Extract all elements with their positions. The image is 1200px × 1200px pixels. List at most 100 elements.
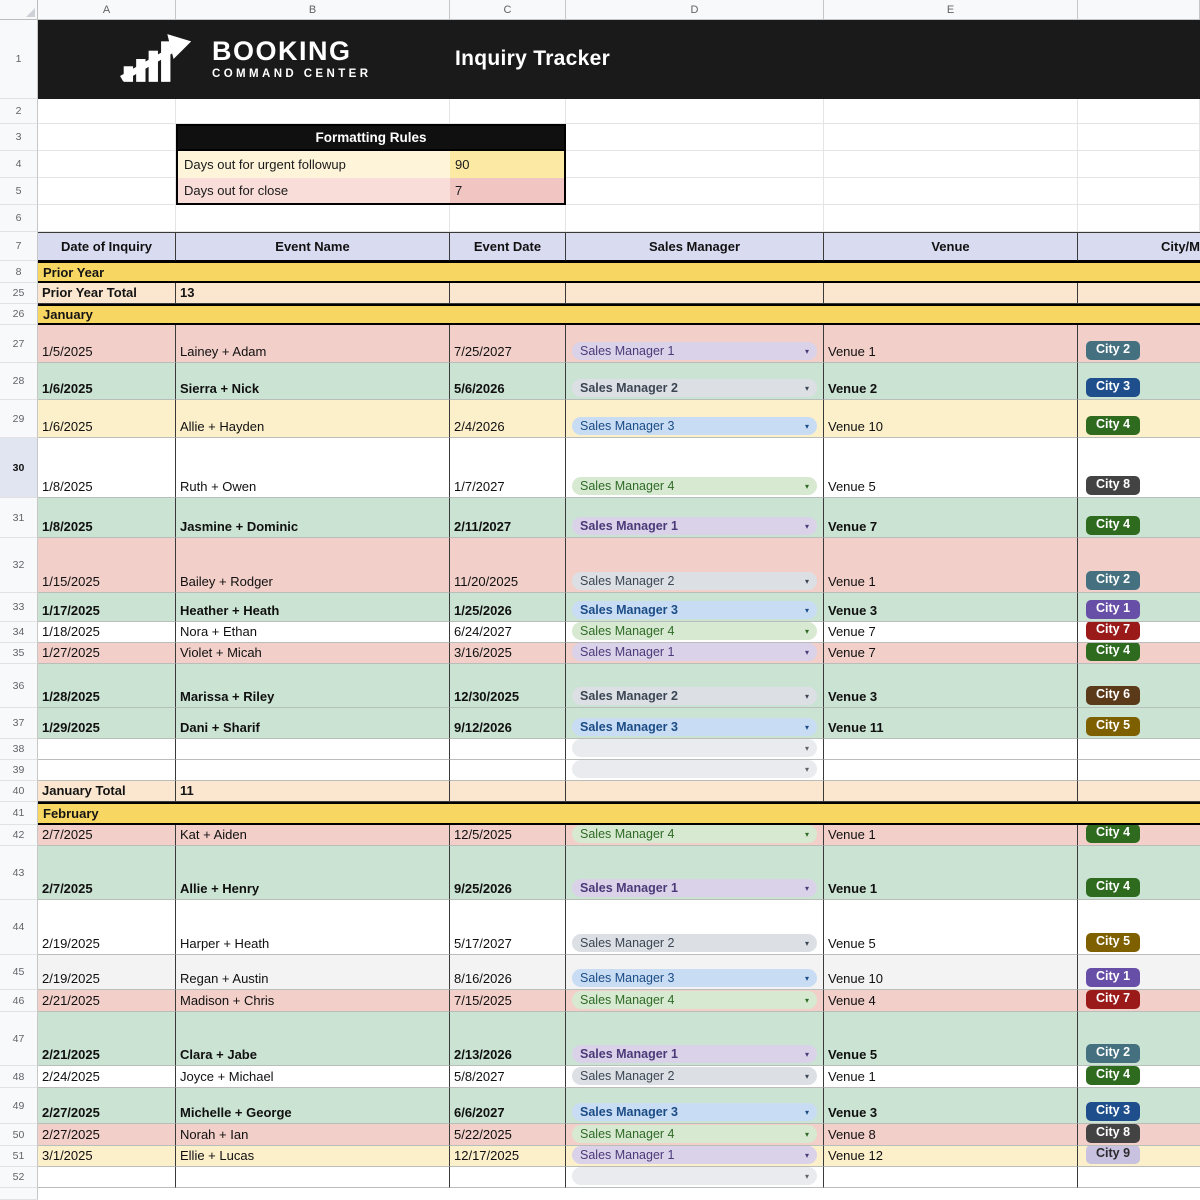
cell-E35[interactable]: Venue 7 (824, 643, 1078, 664)
cell-C31[interactable]: 2/11/2027 (450, 498, 566, 538)
cell-C6[interactable] (450, 205, 566, 232)
cell-E42[interactable]: Venue 1 (824, 825, 1078, 846)
cell-A39[interactable] (38, 760, 176, 781)
cell-E39[interactable] (824, 760, 1078, 781)
cell-F44[interactable]: City 5 (1078, 900, 1200, 955)
cell-A45[interactable]: 2/19/2025 (38, 955, 176, 990)
cell-A37[interactable]: 1/29/2025 (38, 708, 176, 739)
sales-manager-dropdown[interactable]: Sales Manager 3 ▾ (572, 969, 817, 987)
cell-E52[interactable] (824, 1167, 1078, 1188)
cell-B29[interactable]: Allie + Hayden (176, 400, 450, 438)
row-number-bottom[interactable] (0, 1188, 38, 1200)
table-header-event-name[interactable]: Event Name (176, 232, 450, 261)
cell-F49[interactable]: City 3 (1078, 1088, 1200, 1124)
cell-D5[interactable] (566, 178, 824, 205)
column-header-D[interactable]: D (566, 0, 824, 20)
cell-B38[interactable] (176, 739, 450, 760)
cell-C45[interactable]: 8/16/2026 (450, 955, 566, 990)
cell-E38[interactable] (824, 739, 1078, 760)
cell-B32[interactable]: Bailey + Rodger (176, 538, 450, 593)
sales-manager-dropdown[interactable]: Sales Manager 2 ▾ (572, 572, 817, 590)
cell-A30[interactable]: 1/8/2025 (38, 438, 176, 498)
cell-B51[interactable]: Ellie + Lucas (176, 1146, 450, 1167)
cell-F3[interactable] (1078, 124, 1200, 151)
cell-E47[interactable]: Venue 5 (824, 1012, 1078, 1066)
row-number-51[interactable]: 51 (0, 1146, 38, 1167)
cell-F35[interactable]: City 4 (1078, 643, 1200, 664)
cell-B49[interactable]: Michelle + George (176, 1088, 450, 1124)
cell-A4[interactable] (38, 151, 176, 178)
cell-A51[interactable]: 3/1/2025 (38, 1146, 176, 1167)
sales-manager-dropdown[interactable]: ▾ (572, 739, 817, 757)
row-number-6[interactable]: 6 (0, 205, 38, 232)
sales-manager-dropdown[interactable]: Sales Manager 2 ▾ (572, 934, 817, 952)
cell-D6[interactable] (566, 205, 824, 232)
cell-B33[interactable]: Heather + Heath (176, 593, 450, 622)
cell-F28[interactable]: City 3 (1078, 363, 1200, 400)
formatting-rules-title[interactable]: Formatting Rules (176, 124, 566, 151)
sales-manager-dropdown[interactable]: Sales Manager 2 ▾ (572, 687, 817, 705)
cell-E34[interactable]: Venue 7 (824, 622, 1078, 643)
rule-label[interactable]: Days out for close (176, 178, 450, 205)
row-number-30[interactable]: 30 (0, 438, 38, 498)
row-number-49[interactable]: 49 (0, 1088, 38, 1124)
table-header-venue[interactable]: Venue (824, 232, 1078, 261)
cell-A27[interactable]: 1/5/2025 (38, 325, 176, 363)
cell-C44[interactable]: 5/17/2027 (450, 900, 566, 955)
cell-F47[interactable]: City 2 (1078, 1012, 1200, 1066)
cell-F27[interactable]: City 2 (1078, 325, 1200, 363)
row-number-27[interactable]: 27 (0, 325, 38, 363)
cell-F4[interactable] (1078, 151, 1200, 178)
sales-manager-dropdown[interactable]: Sales Manager 3 ▾ (572, 1103, 817, 1121)
cell-C42[interactable]: 12/5/2025 (450, 825, 566, 846)
cell-B28[interactable]: Sierra + Nick (176, 363, 450, 400)
cell-A3[interactable] (38, 124, 176, 151)
cell-E28[interactable]: Venue 2 (824, 363, 1078, 400)
row-number-38[interactable]: 38 (0, 739, 38, 760)
cell-C37[interactable]: 9/12/2026 (450, 708, 566, 739)
cell-E25[interactable] (824, 283, 1078, 304)
cell-A35[interactable]: 1/27/2025 (38, 643, 176, 664)
cell-D40[interactable] (566, 781, 824, 802)
cell-A44[interactable]: 2/19/2025 (38, 900, 176, 955)
cell-A31[interactable]: 1/8/2025 (38, 498, 176, 538)
cell-D30[interactable]: Sales Manager 4 ▾ (566, 438, 824, 498)
cell-F6[interactable] (1078, 205, 1200, 232)
cell-E31[interactable]: Venue 7 (824, 498, 1078, 538)
column-header-A[interactable]: A (38, 0, 176, 20)
cell-D48[interactable]: Sales Manager 2 ▾ (566, 1066, 824, 1088)
cell-B35[interactable]: Violet + Micah (176, 643, 450, 664)
cell-A43[interactable]: 2/7/2025 (38, 846, 176, 900)
cell-D49[interactable]: Sales Manager 3 ▾ (566, 1088, 824, 1124)
sales-manager-dropdown[interactable]: Sales Manager 2 ▾ (572, 1067, 817, 1085)
cell-D37[interactable]: Sales Manager 3 ▾ (566, 708, 824, 739)
cell-A32[interactable]: 1/15/2025 (38, 538, 176, 593)
cell-B34[interactable]: Nora + Ethan (176, 622, 450, 643)
row-number-40[interactable]: 40 (0, 781, 38, 802)
row-number-26[interactable]: 26 (0, 304, 38, 325)
cell-B43[interactable]: Allie + Henry (176, 846, 450, 900)
sales-manager-dropdown[interactable]: Sales Manager 1 ▾ (572, 1045, 817, 1063)
sales-manager-dropdown[interactable]: Sales Manager 4 ▾ (572, 1125, 817, 1143)
cell-A52[interactable] (38, 1167, 176, 1188)
cell-F34[interactable]: City 7 (1078, 622, 1200, 643)
cell-D31[interactable]: Sales Manager 1 ▾ (566, 498, 824, 538)
cell-D44[interactable]: Sales Manager 2 ▾ (566, 900, 824, 955)
row-number-48[interactable]: 48 (0, 1066, 38, 1088)
cell-B30[interactable]: Ruth + Owen (176, 438, 450, 498)
select-all-corner[interactable] (0, 0, 38, 20)
row-number-4[interactable]: 4 (0, 151, 38, 178)
cell-E37[interactable]: Venue 11 (824, 708, 1078, 739)
cell-C33[interactable]: 1/25/2026 (450, 593, 566, 622)
row-number-35[interactable]: 35 (0, 643, 38, 664)
cell-B46[interactable]: Madison + Chris (176, 990, 450, 1012)
cell-A46[interactable]: 2/21/2025 (38, 990, 176, 1012)
cell-C46[interactable]: 7/15/2025 (450, 990, 566, 1012)
table-header-date-of-inquiry[interactable]: Date of Inquiry (38, 232, 176, 261)
row-number-5[interactable]: 5 (0, 178, 38, 205)
sales-manager-dropdown[interactable]: ▾ (572, 760, 817, 778)
cell-F5[interactable] (1078, 178, 1200, 205)
cell-C40[interactable] (450, 781, 566, 802)
cell-F50[interactable]: City 8 (1078, 1124, 1200, 1146)
rule-value[interactable]: 90 (450, 151, 566, 178)
